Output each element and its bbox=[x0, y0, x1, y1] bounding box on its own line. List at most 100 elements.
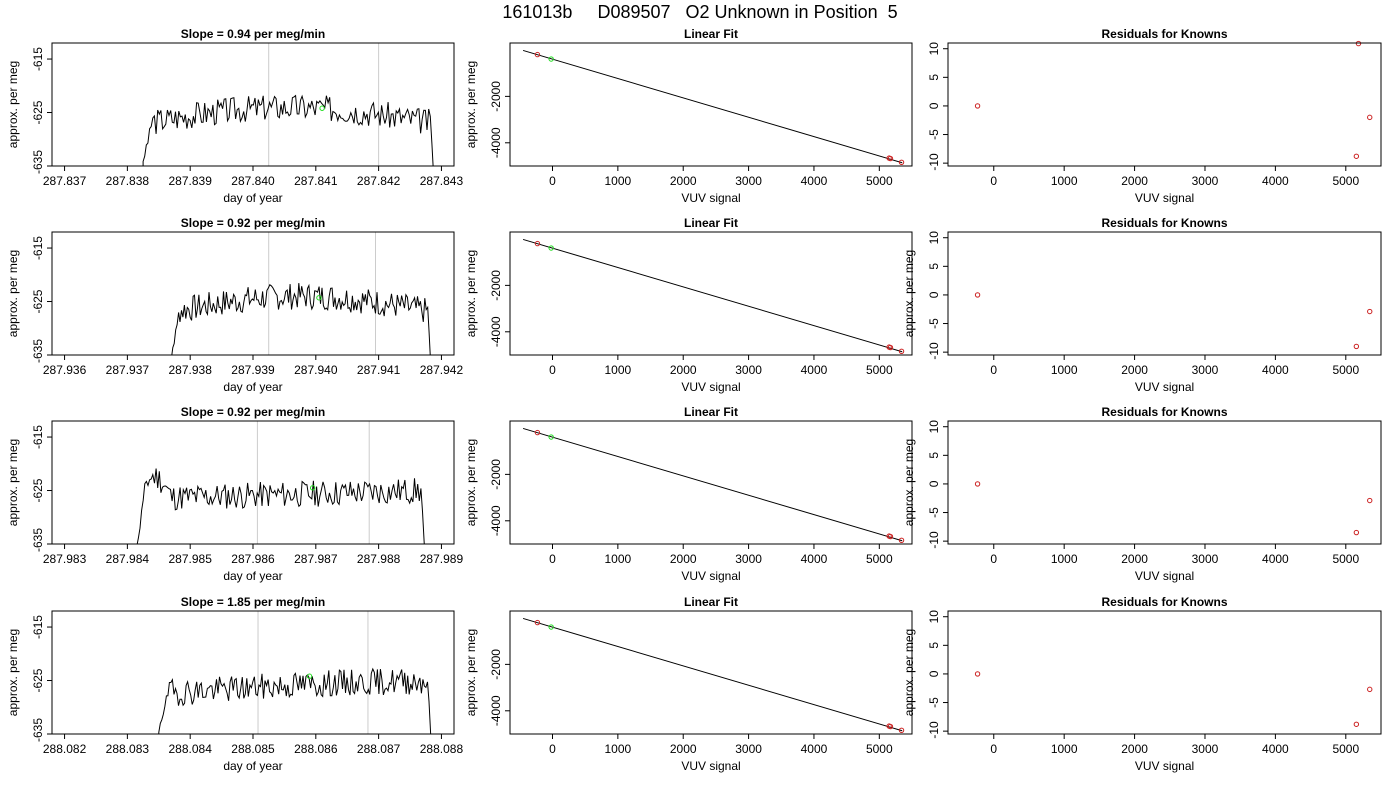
x-tick-label: 287.839 bbox=[168, 174, 212, 188]
data-trace bbox=[171, 283, 431, 355]
known-point bbox=[887, 344, 894, 351]
x-tick-label: 287.989 bbox=[420, 552, 464, 566]
plot-area bbox=[522, 617, 905, 733]
known-point bbox=[534, 619, 541, 626]
y-axis-label: approx. per meg bbox=[902, 250, 916, 337]
x-tick-label: 3000 bbox=[1192, 742, 1219, 756]
fit-line bbox=[522, 49, 903, 164]
y-axis-label: approx. per meg bbox=[6, 629, 20, 716]
x-tick-label: 5000 bbox=[1332, 742, 1359, 756]
residual-point bbox=[1367, 114, 1373, 121]
panel-3-1: Slope = 0.92 per meg/min day of year appro… bbox=[6, 405, 463, 583]
x-tick-label: 287.940 bbox=[294, 363, 338, 377]
x-tick-label: 5000 bbox=[866, 363, 893, 377]
y-tick-label: -4000 bbox=[489, 127, 503, 158]
y-tick-label: -615 bbox=[31, 615, 45, 639]
x-tick-label: 0 bbox=[549, 552, 556, 566]
x-axis-label: VUV signal bbox=[681, 380, 740, 394]
x-tick-label: 3000 bbox=[735, 552, 762, 566]
y-tick-label: -5 bbox=[927, 507, 941, 518]
x-tick-label: 3000 bbox=[735, 174, 762, 188]
panel-title: Linear Fit bbox=[684, 216, 738, 230]
y-tick-label: -635 bbox=[31, 339, 45, 363]
y-tick-label: -4000 bbox=[489, 316, 503, 347]
x-axis-label: VUV signal bbox=[1135, 380, 1194, 394]
y-axis-label: approx. per meg bbox=[6, 439, 20, 526]
panel-2-3: Residuals for Knowns VUV signal approx. pe… bbox=[902, 216, 1382, 394]
data-trace bbox=[142, 94, 434, 166]
plot-frame bbox=[51, 610, 455, 735]
x-tick-label: 288.087 bbox=[357, 742, 401, 756]
y-tick-label: -2000 bbox=[489, 270, 503, 301]
panel-title: Linear Fit bbox=[684, 405, 738, 419]
panel-2-1: Slope = 0.92 per meg/min day of year appro… bbox=[6, 216, 463, 394]
residual-point bbox=[974, 103, 981, 109]
x-tick-label: 2000 bbox=[670, 742, 697, 756]
x-tick-label: 2000 bbox=[1121, 363, 1148, 377]
y-tick-label: -625 bbox=[31, 668, 45, 692]
x-tick-label: 287.942 bbox=[420, 363, 464, 377]
known-point bbox=[887, 723, 894, 730]
x-axis-label: day of year bbox=[223, 191, 282, 205]
plot-frame bbox=[947, 231, 1382, 356]
x-tick-label: 5000 bbox=[866, 552, 893, 566]
x-tick-label: 287.984 bbox=[106, 552, 150, 566]
x-tick-label: 4000 bbox=[1262, 552, 1289, 566]
x-axis-label: day of year bbox=[223, 759, 282, 773]
data-trace bbox=[158, 667, 432, 734]
residual-point bbox=[1353, 153, 1360, 159]
x-tick-label: 2000 bbox=[1121, 174, 1148, 188]
x-tick-label: 5000 bbox=[866, 174, 893, 188]
y-axis-label: approx. per meg bbox=[464, 629, 478, 716]
x-axis-label: VUV signal bbox=[681, 759, 740, 773]
x-axis-label: VUV signal bbox=[681, 569, 740, 583]
x-tick-label: 3000 bbox=[735, 363, 762, 377]
x-tick-label: 287.843 bbox=[420, 174, 464, 188]
y-axis-label: approx. per meg bbox=[464, 250, 478, 337]
x-tick-label: 4000 bbox=[801, 742, 828, 756]
y-tick-label: -2000 bbox=[489, 649, 503, 680]
residual-point bbox=[1367, 497, 1373, 504]
x-tick-label: 3000 bbox=[1192, 552, 1219, 566]
y-tick-label: -5 bbox=[927, 318, 941, 329]
plot-area bbox=[142, 43, 434, 166]
x-tick-label: 288.083 bbox=[106, 742, 150, 756]
panel-title: Linear Fit bbox=[684, 595, 738, 609]
fit-line bbox=[522, 617, 903, 732]
x-tick-label: 288.086 bbox=[294, 742, 338, 756]
y-tick-label: -10 bbox=[927, 721, 941, 739]
plot-area bbox=[171, 232, 431, 355]
residual-point bbox=[1353, 529, 1360, 536]
x-tick-label: 287.986 bbox=[231, 552, 275, 566]
y-tick-label: -625 bbox=[31, 100, 45, 124]
x-tick-label: 2000 bbox=[670, 174, 697, 188]
panel-title: Residuals for Knowns bbox=[1101, 595, 1227, 609]
x-tick-label: 0 bbox=[549, 174, 556, 188]
y-tick-label: -10 bbox=[927, 342, 941, 360]
x-tick-label: 287.938 bbox=[168, 363, 212, 377]
known-point bbox=[887, 533, 894, 540]
panel-3-3: Residuals for Knowns VUV signal approx. pe… bbox=[902, 405, 1382, 583]
y-axis-label: approx. per meg bbox=[902, 439, 916, 526]
x-tick-label: 287.988 bbox=[357, 552, 401, 566]
plot-area bbox=[136, 421, 425, 544]
y-axis-label: approx. per meg bbox=[902, 629, 916, 716]
x-axis-label: VUV signal bbox=[1135, 569, 1194, 583]
known-point bbox=[898, 159, 905, 165]
y-axis-label: approx. per meg bbox=[464, 439, 478, 526]
fit-line bbox=[522, 238, 903, 353]
y-tick-label: 10 bbox=[927, 420, 941, 434]
known-point bbox=[534, 240, 541, 247]
plot-area bbox=[522, 238, 905, 354]
x-tick-label: 287.840 bbox=[231, 174, 275, 188]
x-tick-label: 2000 bbox=[1121, 552, 1148, 566]
y-tick-label: -4000 bbox=[489, 695, 503, 726]
x-tick-label: 288.085 bbox=[231, 742, 275, 756]
y-tick-label: -2000 bbox=[489, 81, 503, 112]
y-tick-label: -625 bbox=[31, 478, 45, 502]
fit-line bbox=[522, 427, 903, 542]
y-axis-label: approx. per meg bbox=[464, 61, 478, 148]
panel-4-2: Linear Fit VUV signal approx. per meg 0 1000… bbox=[464, 595, 913, 773]
residual-point bbox=[974, 481, 981, 487]
panel-1-2: Linear Fit VUV signal approx. per meg 0 1000… bbox=[464, 27, 913, 205]
